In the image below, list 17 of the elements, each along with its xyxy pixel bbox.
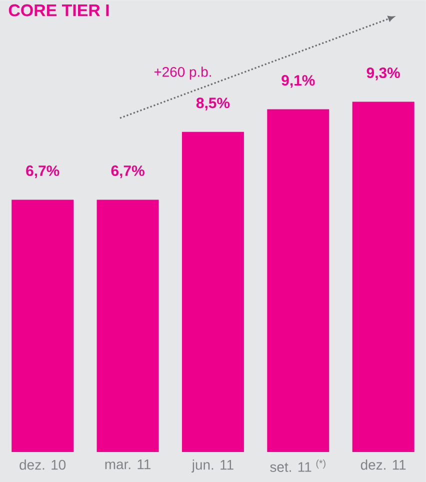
bar <box>182 132 244 452</box>
annotation: +260 p.b. <box>154 66 211 80</box>
x-tick-label: dez. 11 <box>360 460 406 470</box>
data-label: 9,1% <box>282 75 315 88</box>
bar <box>267 109 330 452</box>
x-tick-label: dez. 10 <box>20 460 66 470</box>
data-label: 6,7% <box>111 165 144 178</box>
data-label: 9,3% <box>366 68 400 80</box>
x-tick-label: mar. 11 <box>105 460 151 470</box>
x-tick-label: set. 11 $^{(*)}$ <box>270 460 326 472</box>
chart-title: CORE TIER I <box>8 4 109 16</box>
bar <box>352 102 414 452</box>
data-label: 6,7% <box>26 165 60 178</box>
bar <box>12 200 74 452</box>
bar <box>96 200 159 452</box>
data-label: 8,5% <box>196 98 230 110</box>
x-tick-label: jun. 11 <box>192 460 234 473</box>
